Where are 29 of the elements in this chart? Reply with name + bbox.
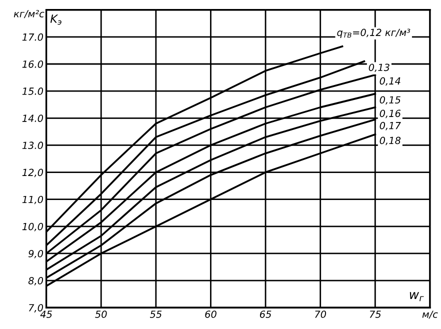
- y-tick-label: 16.0: [22, 60, 44, 68]
- series-label: q$_{ТВ}$=0,12 кг/м³: [337, 28, 410, 38]
- series-label: 0,18: [380, 136, 401, 146]
- x-tick-label: 75: [370, 310, 381, 318]
- x-tick-label: 70: [315, 310, 326, 318]
- y-tick-label: 8,0: [28, 277, 44, 286]
- annotation: K$_{э}$: [50, 14, 62, 25]
- y-tick-label: 7,0: [28, 304, 44, 312]
- y-tick-label: 13.0: [22, 142, 44, 150]
- series-label: 0,14: [380, 77, 400, 86]
- x-tick-label: 60: [205, 310, 216, 318]
- y-tick-label: 12,0: [22, 168, 44, 178]
- x-tick-label: 45: [40, 310, 52, 318]
- y-tick-label: 11,0: [22, 196, 44, 204]
- y-tick-label: 9,0: [28, 250, 44, 258]
- y-tick-label: 17.0: [22, 33, 44, 41]
- x-tick-label: 50: [95, 310, 107, 318]
- series-label: 0,16: [380, 110, 401, 118]
- y-tick-label: 15.0: [22, 88, 44, 95]
- x-tick-label: м/с: [422, 310, 438, 319]
- y-axis-title: кг/м²с: [14, 10, 44, 18]
- y-tick-label: 14.0: [22, 114, 44, 122]
- series-label: 0,17: [380, 122, 401, 130]
- y-tick-label: 10,0: [22, 222, 44, 232]
- x-tick-label: 55: [150, 310, 162, 318]
- series-label: 0,15: [380, 96, 400, 105]
- x-axis-title: w$_{г}$: [410, 292, 424, 302]
- series-label: 0,13: [368, 64, 390, 72]
- x-tick-label: 65: [260, 310, 272, 318]
